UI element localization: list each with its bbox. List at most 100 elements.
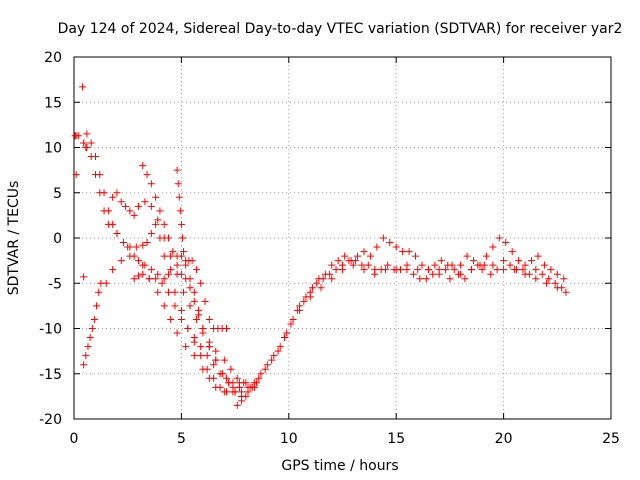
data-point: [82, 144, 90, 151]
data-point: [381, 266, 389, 274]
data-point: [403, 261, 411, 269]
data-point: [134, 202, 142, 210]
data-point: [429, 270, 437, 278]
data-point: [88, 325, 96, 332]
data-point: [80, 361, 88, 369]
data-point: [190, 297, 198, 305]
data-point: [424, 266, 432, 274]
data-point: [238, 388, 246, 396]
data-point: [463, 252, 471, 260]
data-point: [296, 306, 304, 314]
data-point: [444, 261, 452, 269]
data-point: [177, 315, 185, 323]
data-point: [470, 257, 478, 265]
data-point: [130, 211, 138, 219]
data-point: [197, 352, 205, 360]
data-point: [212, 356, 220, 364]
data-point: [476, 261, 484, 269]
axis-ticks: [73, 56, 612, 420]
data-point: [354, 252, 362, 260]
data-point: [152, 220, 160, 228]
data-point: [461, 275, 469, 283]
data-point: [74, 132, 82, 140]
x-tick-label: 25: [602, 431, 620, 447]
data-point: [186, 302, 194, 310]
series-arc-1: [80, 139, 243, 396]
data-point: [154, 270, 162, 278]
data-point: [182, 275, 190, 283]
data-point: [500, 266, 508, 274]
data-point: [199, 325, 207, 332]
data-point: [386, 239, 394, 247]
data-point: [192, 266, 200, 274]
data-point: [317, 284, 325, 292]
data-point: [366, 252, 374, 260]
data-point: [321, 270, 329, 278]
data-point: [308, 284, 316, 292]
y-tick-label: 0: [53, 231, 62, 247]
data-point: [119, 239, 127, 247]
data-point: [152, 275, 160, 283]
data-point: [109, 193, 117, 201]
data-point: [160, 275, 168, 283]
data-point: [519, 266, 527, 274]
data-point: [83, 130, 91, 138]
data-point: [528, 257, 536, 265]
data-point: [553, 284, 561, 292]
y-tick-label: 10: [44, 141, 62, 157]
data-point: [86, 334, 94, 342]
data-point: [562, 288, 570, 296]
data-point: [126, 207, 134, 215]
data-point: [328, 275, 336, 283]
data-point: [72, 171, 80, 179]
series-arc-11: [296, 257, 561, 314]
data-point: [478, 266, 486, 274]
data-point: [332, 266, 340, 274]
data-point: [431, 261, 439, 269]
data-point: [545, 275, 553, 283]
data-point: [154, 288, 162, 296]
data-point: [96, 171, 104, 179]
data-point: [93, 302, 101, 310]
data-point: [532, 275, 540, 283]
data-point: [435, 270, 443, 278]
data-point: [276, 343, 284, 351]
x-tick-label: 0: [70, 431, 79, 447]
data-point: [306, 293, 314, 301]
data-point: [197, 279, 205, 287]
data-point: [171, 302, 179, 310]
data-point: [223, 374, 231, 382]
data-point: [540, 261, 548, 269]
data-point: [180, 248, 188, 256]
data-point: [79, 83, 87, 91]
data-point: [139, 162, 147, 170]
data-point: [242, 392, 250, 400]
data-point: [347, 257, 355, 265]
data-point: [167, 266, 175, 274]
data-point: [379, 234, 387, 242]
data-point: [80, 273, 88, 281]
data-point: [84, 343, 92, 351]
data-point: [231, 388, 239, 396]
data-point: [154, 216, 162, 224]
data-point: [418, 261, 426, 269]
data-point: [90, 315, 98, 323]
data-point: [186, 284, 194, 292]
grid-lines: [74, 57, 611, 419]
data-point: [532, 266, 540, 274]
data-point: [195, 311, 203, 319]
series-arc-9: [233, 257, 570, 409]
data-point: [173, 166, 181, 174]
data-point: [508, 248, 516, 256]
data-point: [220, 356, 228, 364]
data-point: [416, 275, 424, 283]
data-point: [178, 234, 186, 242]
data-point: [180, 288, 188, 296]
data-point: [143, 239, 151, 247]
data-point: [405, 248, 413, 256]
data-point: [188, 257, 196, 265]
data-point: [205, 338, 213, 346]
data-point: [126, 243, 134, 251]
data-point: [113, 189, 121, 197]
data-point: [371, 270, 379, 278]
